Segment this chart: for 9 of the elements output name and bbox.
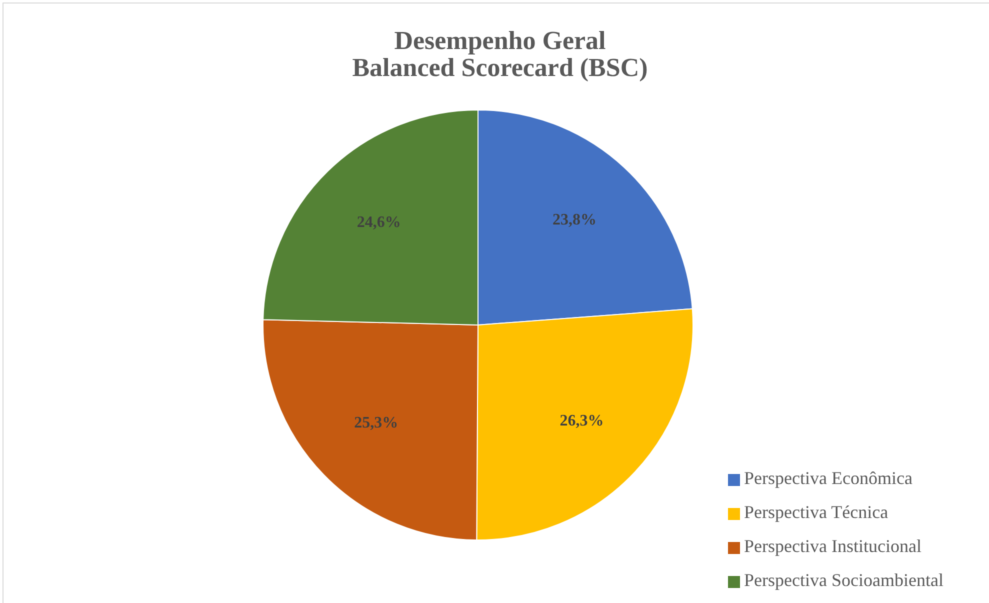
- legend-label: Perspectiva Institucional: [744, 536, 922, 556]
- data-label: 23,8%: [552, 212, 596, 229]
- legend-label: Perspectiva Econômica: [744, 468, 912, 488]
- data-label: 25,3%: [354, 414, 398, 432]
- legend-label: Perspectiva Socioambiental: [744, 570, 944, 590]
- chart-title: Desempenho Geral Balanced Scorecard (BSC): [352, 26, 648, 82]
- data-label: 24,6%: [356, 214, 401, 232]
- data-label: 26,3%: [560, 412, 604, 430]
- legend-label: Perspectiva Técnica: [744, 502, 888, 522]
